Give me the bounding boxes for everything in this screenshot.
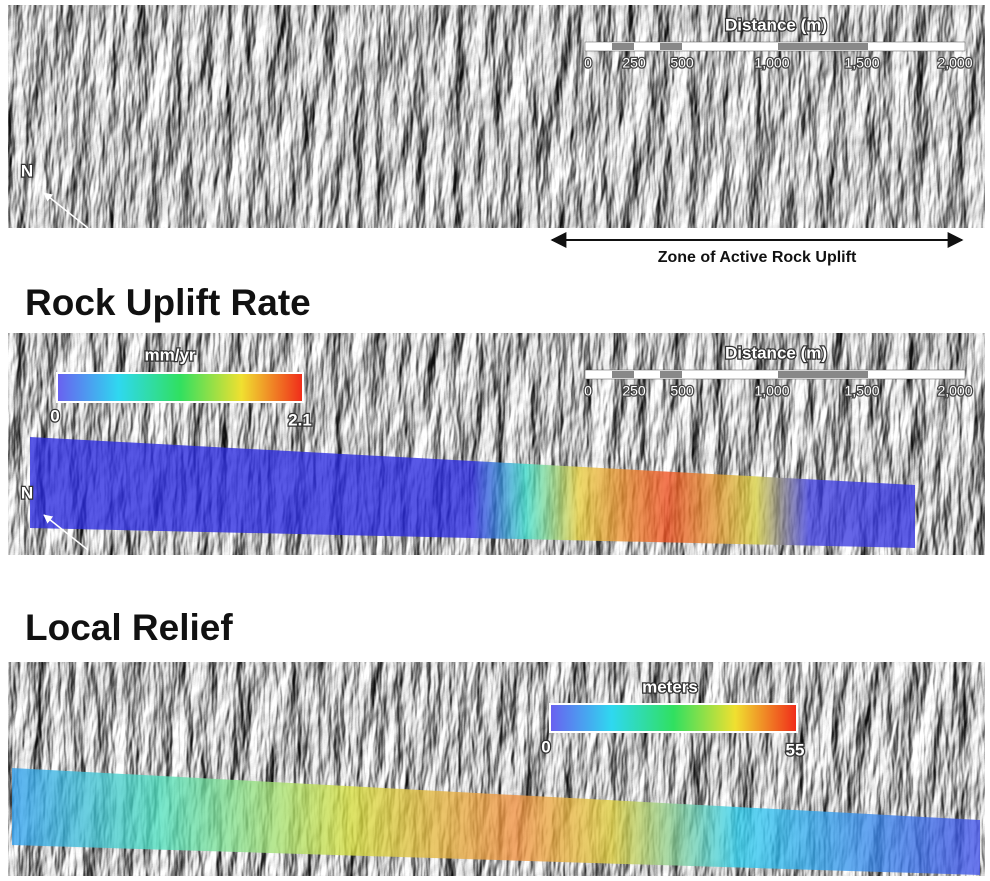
scale-bar-segment [612,43,634,50]
scale-tick-label: 2,000 [937,55,972,71]
panel-title: Local Relief [25,607,233,648]
zone-label: Zone of Active Rock Uplift [658,249,857,266]
north-label: N [21,161,33,180]
colorbar-unit: meters [642,677,698,696]
scale-tick-label: 1,500 [844,55,879,71]
scale-tick-label: 1,000 [754,383,789,399]
scale-tick-label: 1,000 [754,55,789,71]
scale-bar-segment [778,371,868,378]
colorbar-unit: mm/yr [144,345,195,364]
scale-tick-label: 250 [622,55,646,71]
scale-tick-label: 1,500 [844,383,879,399]
scale-bar [585,42,965,51]
colorbar-min: 0 [541,737,550,756]
colorbar [550,704,797,732]
scale-bar-segment [612,371,634,378]
colorbar-max: 2.1 [288,410,312,429]
colorbar-max: 55 [786,740,805,759]
page: { "top_panel": { "scale_bar": {"title": … [0,0,990,881]
panel-title: Rock Uplift Rate [25,282,311,323]
scale-tick-label: 250 [622,383,646,399]
scale-bar-segment [660,371,682,378]
hillshade-map [8,5,985,228]
scale-tick-label: 0 [584,55,592,71]
scale-bar-title: Distance (m) [725,15,827,34]
scale-bar-segment [660,43,682,50]
north-label: N [21,483,33,502]
figure: Zone of Active Rock Uplift Rock Uplift R… [0,0,990,881]
scale-bar-title: Distance (m) [725,343,827,362]
scale-bar [585,370,965,379]
colorbar-min: 0 [50,406,59,425]
scale-tick-label: 2,000 [937,383,972,399]
scale-tick-label: 500 [670,55,694,71]
scale-tick-label: 500 [670,383,694,399]
scale-tick-label: 0 [584,383,592,399]
scale-bar-segment [778,43,868,50]
colorbar [57,373,303,402]
